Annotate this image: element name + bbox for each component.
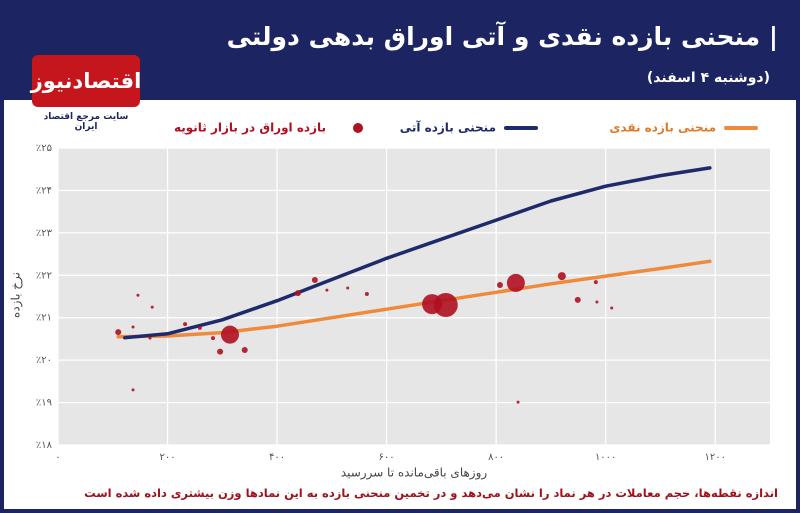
bubble bbox=[150, 305, 154, 309]
y-tick-label: ٪۱۹ bbox=[36, 398, 52, 409]
bubble bbox=[217, 348, 224, 355]
bubble bbox=[197, 325, 202, 330]
chart-title: | منحنی بازده نقدی و آتی اوراق بدهی دولت… bbox=[226, 22, 778, 51]
x-tick-label: ۱۲۰۰ bbox=[704, 452, 725, 463]
x-tick-label: ۶۰۰ bbox=[379, 452, 395, 463]
footnote: اندازه نقطه‌ها، حجم معاملات در هر نماد ر… bbox=[84, 486, 778, 500]
bubble bbox=[131, 325, 135, 329]
x-tick-label: ۴۰۰ bbox=[269, 452, 285, 463]
bubble bbox=[131, 388, 135, 392]
bubble bbox=[610, 306, 614, 310]
bubble bbox=[210, 336, 215, 341]
bubble bbox=[115, 329, 122, 336]
x-axis-title: روزهای باقی‌مانده تا سررسید bbox=[341, 466, 488, 481]
bubble bbox=[325, 288, 329, 292]
bubble bbox=[595, 300, 599, 304]
x-tick-label: ۸۰۰ bbox=[488, 452, 504, 463]
legend-label: منحنی بازده نقدی bbox=[609, 121, 716, 135]
bubble bbox=[506, 273, 525, 292]
bubble bbox=[311, 276, 318, 283]
y-axis-title: نرخ بازده bbox=[9, 272, 24, 318]
chart: نرخ بازده روزهای باقی‌مانده تا سررسید ٪۱… bbox=[9, 120, 770, 481]
bubble bbox=[148, 336, 152, 340]
y-tick-label: ٪۲۱ bbox=[36, 313, 52, 324]
bubble bbox=[433, 292, 458, 317]
bubble bbox=[346, 286, 350, 290]
bubble bbox=[241, 346, 248, 353]
legend-label: منحنی بازده آتی bbox=[400, 120, 496, 135]
y-tick-label: ٪۲۵ bbox=[36, 143, 52, 154]
y-tick-label: ٪۱۸ bbox=[36, 440, 53, 451]
bubble bbox=[183, 322, 188, 327]
bubble bbox=[516, 400, 520, 404]
plot-area bbox=[58, 148, 770, 445]
x-tick-label: ۲۰۰ bbox=[159, 452, 175, 463]
bubble bbox=[364, 291, 369, 296]
bubble bbox=[496, 282, 503, 289]
bubble bbox=[574, 296, 581, 303]
chart-subtitle: (دوشنبه ۴ اسفند) bbox=[646, 70, 770, 86]
logo-tagline: سایت مرجع اقتصاد ایران bbox=[43, 112, 129, 132]
line bbox=[123, 166, 712, 340]
bubble bbox=[593, 280, 598, 285]
y-tick-label: ٪۲۲ bbox=[36, 270, 52, 281]
logo: اقتصادنیوز bbox=[31, 55, 141, 107]
y-tick-label: ٪۲۴ bbox=[36, 185, 52, 196]
y-tick-label: ٪۲۳ bbox=[36, 228, 53, 239]
x-tick-label: ۱۰۰۰ bbox=[595, 452, 616, 463]
y-tick-label: ٪۲۰ bbox=[36, 355, 52, 366]
legend-swatch bbox=[353, 123, 363, 133]
legend-label: بازده اوراق در بازار ثانویه bbox=[174, 121, 326, 136]
bubble bbox=[136, 293, 140, 297]
line bbox=[116, 259, 712, 339]
bubble bbox=[294, 290, 301, 297]
x-tick-label: ۰ bbox=[55, 452, 60, 463]
bubble bbox=[220, 325, 239, 344]
bubble bbox=[557, 272, 566, 281]
